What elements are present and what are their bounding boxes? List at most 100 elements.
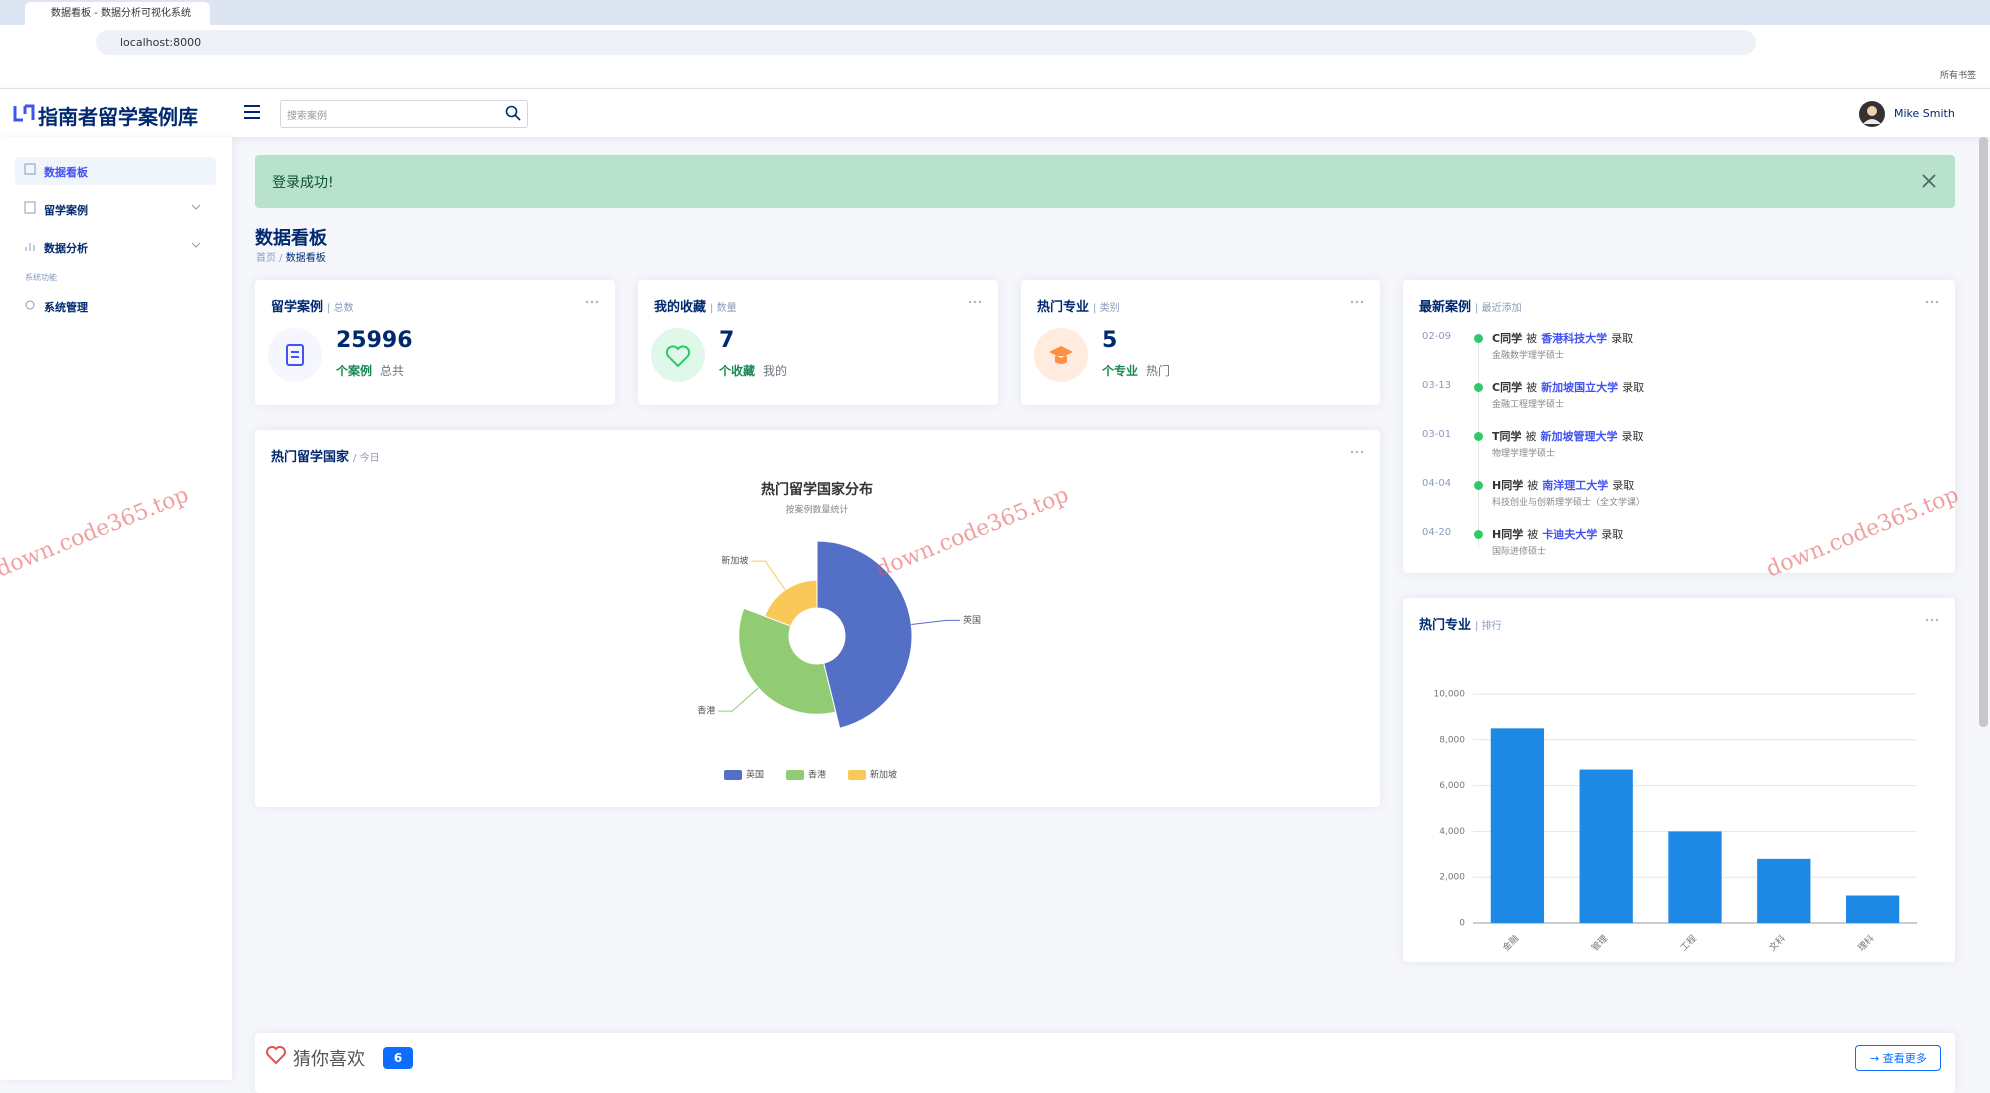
dot	[1935, 300, 1939, 304]
user-name[interactable]: Mike Smith	[1894, 107, 1955, 120]
label-line	[751, 560, 786, 591]
sidebar	[0, 137, 232, 1080]
search-box[interactable]	[280, 100, 528, 128]
nav-item[interactable]: 系统管理	[44, 301, 88, 314]
dot	[1930, 618, 1934, 622]
label-line	[911, 619, 961, 626]
slice-label: 香港	[697, 705, 715, 717]
address-bar[interactable]	[96, 30, 1756, 55]
rose-slice	[738, 607, 837, 715]
rose-slice	[816, 540, 913, 729]
case-program: 科技创业与创新理学硕士（全文学课）	[1492, 498, 1646, 508]
rose-slice	[764, 579, 818, 627]
more-menu[interactable]	[1925, 618, 1939, 622]
menu-toggle[interactable]	[243, 104, 261, 120]
heart-icon	[266, 1046, 286, 1065]
y-tick-label: 0	[1459, 919, 1465, 929]
logo[interactable]: 指南者留学案例库	[38, 105, 198, 129]
bar	[1579, 769, 1633, 923]
case-text: C同学被新加坡国立大学 录取	[1492, 379, 1648, 395]
browser-tab[interactable]: 数据看板 - 数据分析可视化系统	[25, 2, 210, 25]
recommend-count: 6	[383, 1047, 413, 1069]
recommend-card: 猜你喜欢 6 → 查看更多	[255, 1033, 1955, 1093]
chart-title: 热门留学国家分布	[761, 481, 873, 498]
chart-card: 热门留学国家 / 今日 热门留学国家分布 按案例数量统计 英国 香港 新加坡 英国 香港 新加坡	[255, 430, 1380, 807]
case-school: 新加坡国立大学	[1541, 381, 1619, 394]
dot	[1350, 300, 1354, 304]
card-title: 热门留学国家 / 今日	[271, 450, 380, 465]
more-menu[interactable]	[968, 300, 982, 304]
chart-card: 热门专业 | 排行 0 2,000 4,000 6,000 8,000 10,000 金融 管理…	[1403, 598, 1955, 962]
x-tick-label: 管理	[1589, 932, 1610, 953]
more-menu[interactable]	[585, 300, 599, 304]
x-tick-label: 文科	[1766, 932, 1787, 953]
case-student: C同学	[1492, 332, 1523, 345]
nav-item[interactable]: 留学案例	[44, 204, 88, 217]
more-menu[interactable]	[1350, 450, 1364, 454]
nav-item[interactable]: 数据看板	[44, 166, 88, 179]
nav-icons	[24, 163, 36, 310]
case-school: 卡迪夫大学	[1542, 528, 1598, 541]
case-verb: 被	[1527, 528, 1539, 541]
case-text: H同学被南洋理工大学 录取	[1492, 477, 1638, 493]
case-text: H同学被卡迪夫大学 录取	[1492, 526, 1627, 542]
case-student: H同学	[1492, 528, 1524, 541]
case-program: 金融工程理学硕士	[1492, 400, 1565, 410]
card-title: 留学案例 | 总数	[271, 300, 354, 315]
stat-card: 我的收藏 | 数量 7 个收藏 我的	[638, 280, 998, 405]
nav-item[interactable]: 数据分析	[44, 242, 88, 255]
card-title: 热门专业 | 排行	[1419, 618, 1502, 633]
card-title: 最新案例 | 最近添加	[1419, 300, 1522, 315]
x-tick-label: 金融	[1500, 932, 1521, 953]
breadcrumb-item[interactable]: 首页	[256, 253, 276, 264]
logo-icon	[13, 104, 35, 122]
bar-chart: 0 2,000 4,000 6,000 8,000 10,000 金融 管理 工程 文科 理科	[1434, 690, 1917, 954]
x-tick-label: 工程	[1678, 933, 1699, 954]
case-result: 录取	[1622, 381, 1645, 394]
dot	[1935, 618, 1939, 622]
search-icon[interactable]	[505, 105, 521, 121]
timeline-dot	[1474, 383, 1483, 392]
dot	[1925, 618, 1929, 622]
case-text: C同学被香港科技大学 录取	[1492, 330, 1637, 346]
dot	[1925, 300, 1929, 304]
legend-swatch	[724, 770, 742, 780]
case-program: 物理学理学硕士	[1492, 449, 1556, 459]
more-button[interactable]: → 查看更多	[1855, 1045, 1941, 1071]
dot	[1930, 300, 1934, 304]
url[interactable]: localhost:8000	[120, 36, 202, 49]
alert-close[interactable]	[1922, 174, 1936, 188]
bookmarks[interactable]: 所有书签	[1940, 71, 1977, 81]
latest-card: 最新案例 | 最近添加 02-09 C同学被香港科技大学 录取 金融数学理学硕士 03-1…	[1403, 280, 1955, 573]
timeline-dot	[1474, 432, 1483, 441]
case-student: H同学	[1492, 479, 1524, 492]
app-header	[0, 89, 1990, 137]
case-school: 香港科技大学	[1541, 332, 1608, 345]
card-value: 25996	[336, 328, 413, 353]
card-unit: 个专业 热门	[1102, 364, 1171, 378]
nav-section: 系统功能	[25, 273, 57, 282]
case-result: 录取	[1612, 479, 1635, 492]
y-tick-label: 4,000	[1439, 827, 1465, 837]
dot	[590, 300, 594, 304]
timeline-dot	[1474, 334, 1483, 343]
dot	[1350, 450, 1354, 454]
y-tick-label: 2,000	[1439, 873, 1465, 883]
nav-chevrons	[191, 204, 201, 248]
case-date: 03-13	[1422, 380, 1452, 391]
timeline-line	[1478, 338, 1479, 548]
label-line	[718, 687, 759, 712]
tab-bar	[0, 0, 1990, 25]
card-icon	[268, 328, 322, 382]
scrollbar[interactable]	[1979, 137, 1988, 727]
more-menu[interactable]	[1925, 300, 1939, 304]
more-menu[interactable]	[1350, 300, 1364, 304]
dot	[1360, 450, 1364, 454]
avatar[interactable]	[1858, 100, 1886, 128]
stat-card: 热门专业 | 类别 5 个专业 热门	[1021, 280, 1380, 405]
dot	[973, 300, 977, 304]
dot	[1355, 450, 1359, 454]
timeline-dot	[1474, 481, 1483, 490]
breadcrumb: 首页 / 数据看板	[256, 253, 326, 264]
case-text: T同学被新加坡管理大学 录取	[1492, 428, 1648, 444]
